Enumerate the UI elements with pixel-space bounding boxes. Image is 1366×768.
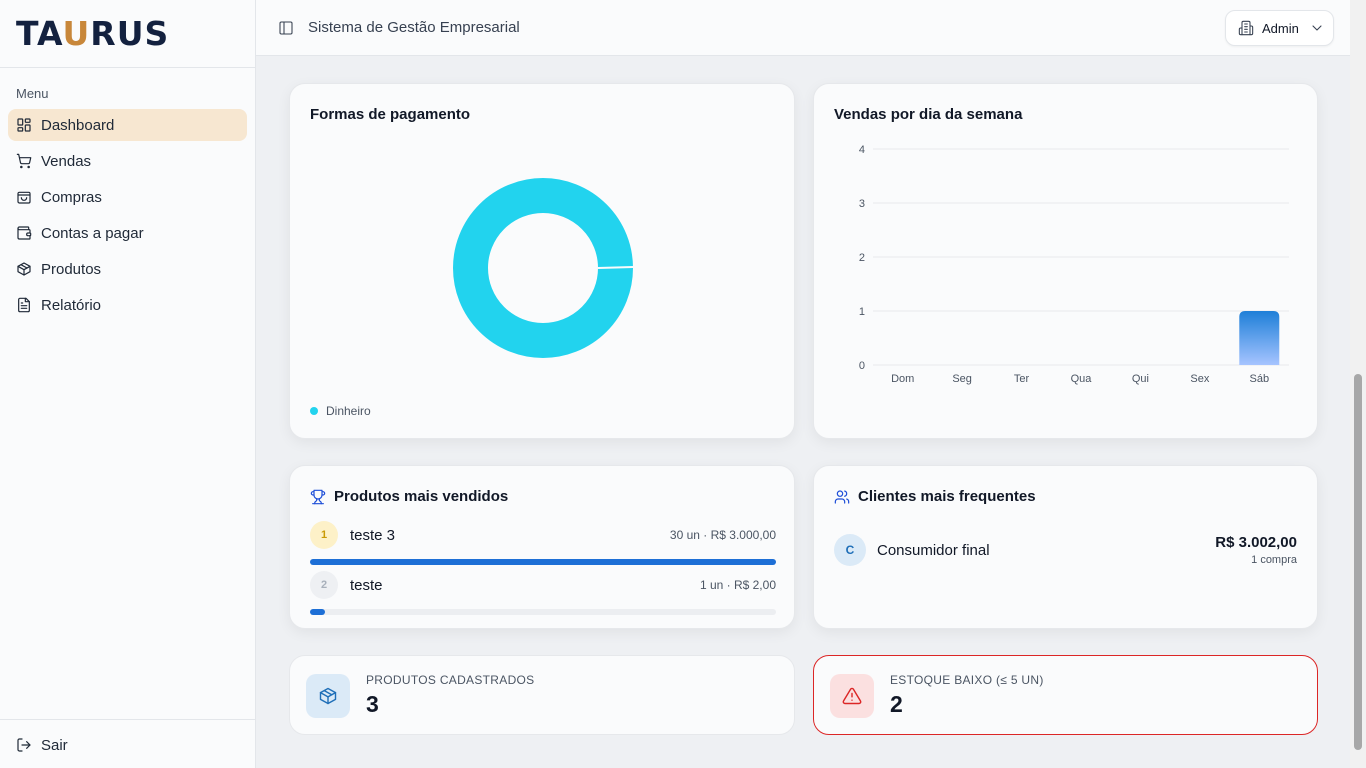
stat-label: PRODUTOS CADASTRADOS — [366, 673, 535, 687]
rank-badge: 1 — [310, 521, 338, 549]
x-tick-label: Sex — [1190, 373, 1209, 385]
menu-label: Menu — [16, 86, 49, 101]
client-total: R$ 3.002,00 — [1215, 534, 1297, 551]
list-item[interactable]: 2 teste 1 un · R$ 2,00 — [310, 571, 776, 615]
logout-button[interactable]: Sair — [8, 729, 247, 761]
chart-legend: Dinheiro — [310, 404, 371, 418]
sidebar-toggle-icon[interactable] — [278, 20, 294, 36]
y-tick-label: 3 — [859, 198, 865, 210]
top-header: Sistema de Gestão Empresarial Admin — [256, 0, 1350, 56]
user-menu-button[interactable]: Admin — [1225, 10, 1334, 46]
chevron-down-icon — [1312, 25, 1322, 31]
file-text-icon — [18, 297, 30, 313]
logo-text: TAURUS — [16, 14, 170, 53]
card-title: Formas de pagamento — [310, 106, 471, 123]
weekday-sales-card: Vendas por dia da semana 0 1 2 3 4 Dom Seg Ter Q… — [813, 83, 1318, 439]
list-item[interactable]: 1 teste 3 30 un · R$ 3.000,00 — [310, 521, 776, 565]
y-tick-label: 4 — [859, 144, 865, 156]
y-tick-label: 2 — [859, 252, 865, 264]
sidebar-footer: Sair — [0, 719, 255, 768]
users-icon — [834, 489, 850, 504]
sidebar-item-label: Produtos — [41, 260, 102, 278]
package-icon — [319, 687, 337, 705]
product-name: teste 3 — [350, 527, 396, 544]
bar-sáb[interactable] — [1239, 311, 1280, 365]
sidebar-item-contas-a-pagar[interactable]: Contas a pagar — [8, 217, 247, 249]
stat-value: 3 — [366, 691, 379, 717]
card-title-text: Clientes mais frequentes — [858, 488, 1036, 505]
top-clients-card: Clientes mais frequentes C Consumidor fi… — [813, 465, 1318, 629]
sidebar: TAURUS Menu Dashboard Vendas Compras Con… — [0, 0, 256, 768]
x-tick-label: Qui — [1132, 373, 1149, 385]
sidebar-item-label: Compras — [41, 188, 102, 206]
scrollbar-thumb[interactable] — [1354, 374, 1362, 750]
card-title: Produtos mais vendidos — [310, 488, 508, 505]
pie-slice[interactable] — [453, 178, 633, 358]
weekday-bar-chart: 0 1 2 3 4 Dom Seg Ter Qua Qui Sex Sáb — [859, 144, 1289, 385]
progress-track — [310, 609, 776, 615]
low-stock-stat[interactable]: ESTOQUE BAIXO (≤ 5 UN) 2 — [813, 655, 1318, 735]
product-meta: 30 un · R$ 3.000,00 — [669, 528, 776, 542]
card-title: Clientes mais frequentes — [834, 488, 1036, 505]
top-products-card: Produtos mais vendidos 1 teste 3 30 un ·… — [289, 465, 795, 629]
legend-swatch — [310, 407, 318, 415]
sidebar-item-label: Relatório — [41, 296, 102, 314]
sidebar-item-dashboard[interactable]: Dashboard — [8, 109, 247, 141]
product-name: teste — [350, 577, 383, 594]
page-title: Sistema de Gestão Empresarial — [308, 19, 520, 36]
logo[interactable]: TAURUS — [0, 0, 255, 68]
progress-bar — [310, 559, 776, 565]
progress-bar — [310, 609, 326, 615]
sidebar-item-compras[interactable]: Compras — [8, 181, 247, 213]
x-tick-label: Qua — [1071, 373, 1093, 385]
x-tick-label: Seg — [952, 373, 972, 385]
rank-badge: 2 — [310, 571, 338, 599]
trophy-icon — [310, 489, 326, 504]
sidebar-item-label: Contas a pagar — [41, 224, 144, 242]
dashboard-icon — [17, 118, 31, 132]
sidebar-item-label: Dashboard — [41, 116, 115, 134]
package-icon — [17, 262, 31, 276]
payment-donut-chart — [453, 178, 634, 358]
page-scrollbar[interactable] — [1350, 0, 1366, 768]
client-name: Consumidor final — [877, 542, 990, 559]
stat-value: 2 — [890, 691, 903, 717]
registered-products-stat[interactable]: PRODUTOS CADASTRADOS 3 — [289, 655, 795, 735]
slice-separator — [597, 266, 634, 269]
card-title: Vendas por dia da semana — [834, 106, 1023, 123]
sidebar-item-vendas[interactable]: Vendas — [8, 145, 247, 177]
card-title-text: Produtos mais vendidos — [334, 488, 509, 505]
x-tick-label: Sáb — [1249, 373, 1269, 385]
alert-triangle-icon — [842, 687, 862, 705]
x-tick-label: Dom — [891, 373, 914, 385]
sidebar-item-label: Vendas — [41, 152, 92, 170]
logout-icon — [17, 738, 31, 752]
avatar: C — [834, 534, 866, 566]
payment-methods-card: Formas de pagamento Dinheiro — [289, 83, 795, 439]
building-icon — [1238, 20, 1254, 36]
y-tick-label: 1 — [859, 306, 865, 318]
x-tick-label: Ter — [1014, 373, 1030, 385]
product-meta: 1 un · R$ 2,00 — [699, 578, 776, 592]
stat-icon-box — [306, 674, 350, 718]
client-purchase-count: 1 compra — [1251, 554, 1297, 566]
user-menu-label: Admin — [1262, 20, 1299, 36]
progress-track — [310, 559, 776, 565]
logout-label: Sair — [41, 736, 68, 754]
sidebar-item-produtos[interactable]: Produtos — [8, 253, 247, 285]
wallet-icon — [17, 226, 32, 240]
shopping-bag-icon — [17, 191, 31, 204]
cart-icon — [16, 153, 32, 169]
sidebar-item-relatorio[interactable]: Relatório — [8, 289, 247, 321]
stat-icon-box — [830, 674, 874, 718]
legend-label: Dinheiro — [326, 404, 371, 418]
stat-label: ESTOQUE BAIXO (≤ 5 UN) — [890, 673, 1044, 687]
y-tick-label: 0 — [859, 360, 865, 372]
